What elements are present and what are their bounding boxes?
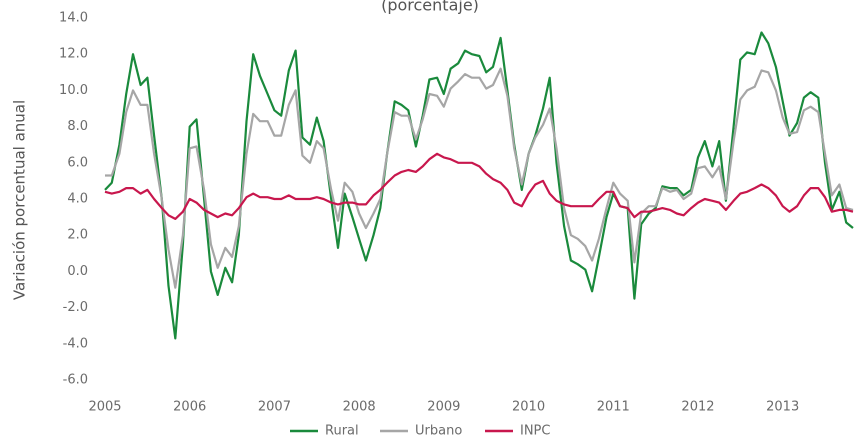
y-tick-label: 8.0 — [67, 119, 88, 134]
legend-label: Urbano — [415, 424, 462, 438]
y-tick-label: 12.0 — [59, 47, 88, 62]
y-tick-label: -4.0 — [63, 336, 88, 351]
legend-label: INPC — [520, 424, 550, 438]
y-tick-label: 4.0 — [67, 192, 88, 207]
legend-label: Rural — [325, 424, 359, 438]
x-tick-label: 2011 — [597, 400, 630, 415]
x-tick-label: 2013 — [766, 400, 799, 415]
y-tick-label: 10.0 — [59, 83, 88, 98]
y-tick-label: 14.0 — [59, 11, 88, 26]
x-tick-label: 2012 — [681, 400, 714, 415]
x-tick-label: 2009 — [427, 400, 460, 415]
line-series — [104, 152, 854, 220]
y-tick-label: 0.0 — [67, 264, 88, 279]
chart-title: (porcentaje) — [381, 0, 479, 15]
x-tick-label: 2010 — [512, 400, 545, 415]
y-tick-label: -6.0 — [63, 373, 88, 388]
y-tick-label: 2.0 — [67, 228, 88, 243]
y-tick-label: -2.0 — [63, 300, 88, 315]
x-tick-label: 2005 — [88, 400, 121, 415]
x-tick-label: 2008 — [343, 400, 376, 415]
y-axis-label: Variación porcentual anual — [11, 100, 29, 300]
y-tick-label: 6.0 — [67, 155, 88, 170]
x-tick-label: 2006 — [173, 400, 206, 415]
x-tick-label: 2007 — [258, 400, 291, 415]
line-series — [105, 67, 854, 289]
